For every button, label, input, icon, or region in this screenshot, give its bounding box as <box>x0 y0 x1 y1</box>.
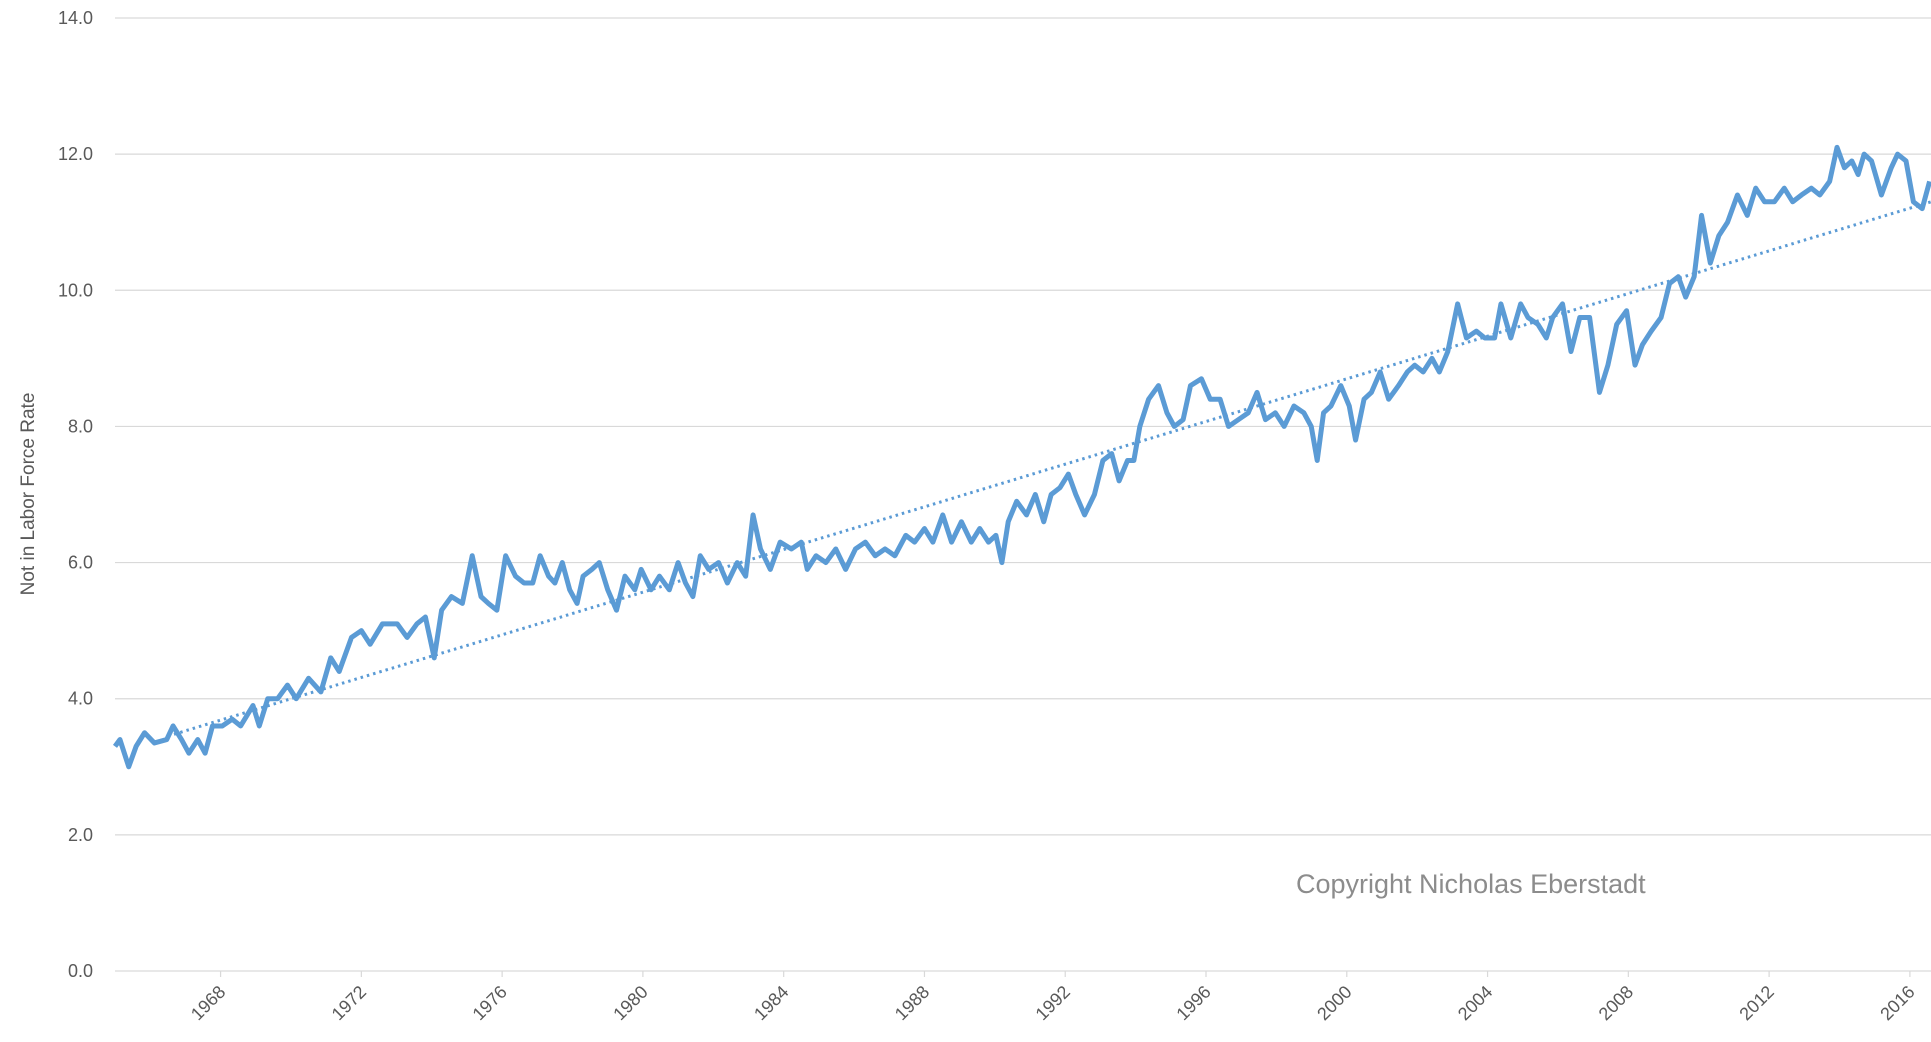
y-tick-label: 14.0 <box>58 8 93 28</box>
x-tick-label: 2000 <box>1313 982 1355 1024</box>
y-tick-label: 12.0 <box>58 144 93 164</box>
x-tick-label: 1988 <box>891 982 933 1024</box>
x-tick-label: 2008 <box>1595 982 1637 1024</box>
x-tick-label: 1976 <box>469 982 511 1024</box>
trend-line <box>167 200 1931 738</box>
y-tick-label: 2.0 <box>68 825 93 845</box>
x-tick-label: 1984 <box>750 982 792 1024</box>
y-tick-label: 8.0 <box>68 416 93 436</box>
x-tick-label: 2004 <box>1454 982 1496 1024</box>
x-tick-label: 1968 <box>187 982 229 1024</box>
x-tick-label: 1980 <box>609 982 651 1024</box>
y-tick-label: 0.0 <box>68 961 93 981</box>
y-axis-label: Not in Labor Force Rate <box>18 393 39 596</box>
y-tick-label: 10.0 <box>58 280 93 300</box>
x-tick-label: 1996 <box>1172 982 1214 1024</box>
annotation: Copyright Nicholas Eberstadt <box>1296 869 1646 899</box>
x-tick-label: 2016 <box>1876 982 1918 1024</box>
data-line <box>112 144 1931 770</box>
y-tick-label: 4.0 <box>68 689 93 709</box>
x-tick-label: 1972 <box>328 982 370 1024</box>
y-tick-label: 6.0 <box>68 553 93 573</box>
x-tick-label: 2012 <box>1735 982 1777 1024</box>
x-tick-label: 1992 <box>1032 982 1074 1024</box>
